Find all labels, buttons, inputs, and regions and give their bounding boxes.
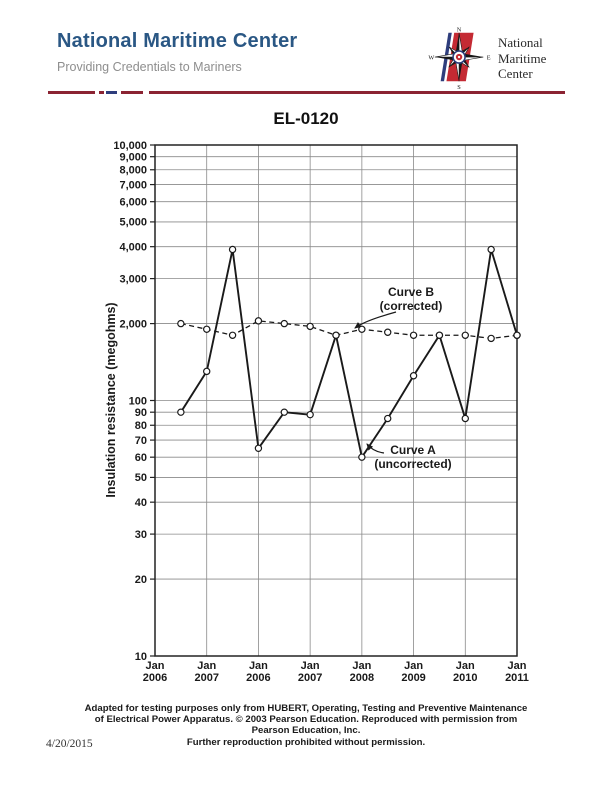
svg-text:4,000: 4,000 (119, 241, 147, 253)
document-date: 4/20/2015 (46, 738, 93, 750)
svg-text:10,000: 10,000 (113, 140, 147, 152)
svg-text:E: E (487, 54, 491, 61)
svg-text:50: 50 (135, 472, 147, 484)
compass-letters: N S E W (428, 26, 490, 90)
svg-text:100: 100 (129, 395, 147, 407)
y-axis-title: Insulation resistance (megohms) (104, 302, 118, 497)
svg-text:(corrected): (corrected) (380, 299, 443, 313)
svg-text:W: W (428, 54, 434, 61)
svg-text:(uncorrected): (uncorrected) (374, 457, 451, 471)
x-axis-ticks: Jan 2006 Jan 2007 Jan 2006 Jan 2007 Jan 2008 Jan 20… (143, 660, 529, 684)
svg-text:10: 10 (135, 651, 147, 663)
nmc-logo: N S E W National Maritime Center (428, 26, 588, 90)
svg-text:90: 90 (135, 407, 147, 419)
svg-text:S: S (457, 84, 461, 90)
svg-text:N: N (457, 26, 462, 33)
svg-text:60: 60 (135, 452, 147, 464)
logo-wordmark: National Maritime Center (498, 35, 547, 81)
brand-title: National Maritime Center (57, 30, 298, 52)
svg-text:8,000: 8,000 (119, 165, 147, 177)
svg-text:6,000: 6,000 (119, 196, 147, 208)
svg-text:7,000: 7,000 (119, 179, 147, 191)
brand-tagline: Providing Credentials to Mariners (57, 60, 242, 74)
svg-text:40: 40 (135, 497, 147, 509)
footer-attribution: Adapted for testing purposes only from H… (84, 703, 528, 748)
chart-title: EL-0120 (273, 109, 339, 128)
grid (155, 144, 517, 657)
annotation-curve-b: Curve B(corrected) (354, 285, 443, 329)
curve-b-corrected (177, 317, 521, 343)
svg-text:30: 30 (135, 529, 147, 541)
svg-text:2,000: 2,000 (119, 318, 147, 330)
compass-rose-icon: N S E W (428, 26, 490, 90)
header-rule (48, 91, 565, 94)
svg-text:80: 80 (135, 420, 147, 432)
svg-text:5,000: 5,000 (119, 217, 147, 229)
svg-text:70: 70 (135, 435, 147, 447)
svg-text:9,000: 9,000 (119, 151, 147, 163)
curve-a-uncorrected (177, 245, 521, 461)
annotation-curve-a: Curve A(uncorrected) (366, 443, 452, 471)
svg-text:Curve A: Curve A (390, 443, 436, 457)
svg-text:3,000: 3,000 (119, 273, 147, 285)
svg-text:Curve B: Curve B (388, 285, 434, 299)
svg-text:20: 20 (135, 574, 147, 586)
